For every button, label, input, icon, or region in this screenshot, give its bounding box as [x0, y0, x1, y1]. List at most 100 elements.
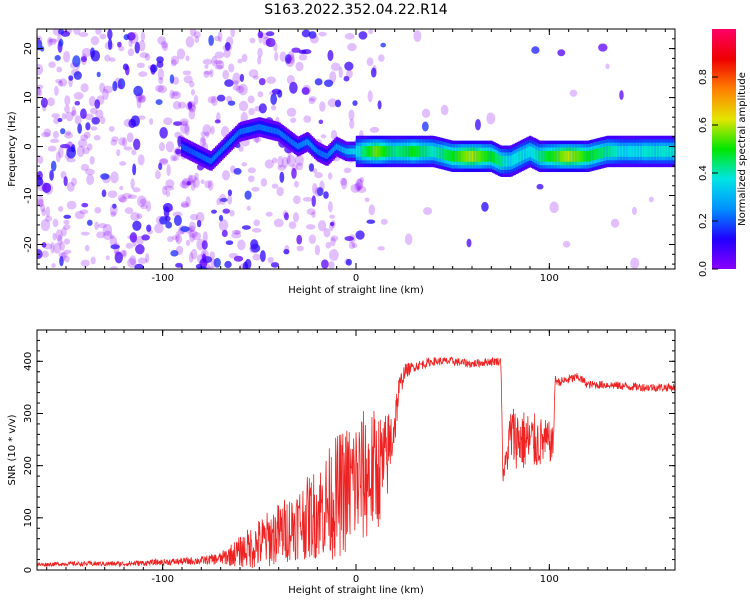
spectrogram-blob	[288, 221, 297, 229]
spectrogram-ridge-cell	[375, 146, 379, 157]
spectrogram-blob	[308, 31, 317, 39]
spectrogram-blob	[117, 84, 123, 90]
spectrogram-blob	[80, 83, 89, 93]
spectrogram-blob	[52, 29, 61, 36]
spectrogram-blob	[90, 107, 98, 115]
spectrogram-blob	[486, 112, 496, 125]
spectrogram-blob	[170, 59, 177, 67]
spectrogram-blob	[174, 148, 182, 155]
spectrogram-blob	[41, 250, 49, 258]
spectrogram-ridge-cell	[561, 150, 564, 162]
spectrogram-ridge-cell	[241, 128, 244, 135]
spectrogram-blob	[323, 191, 329, 199]
spectrogram-ridge-cell	[482, 150, 485, 162]
spectrogram-blob	[298, 49, 307, 55]
spectrogram-blob	[319, 101, 326, 112]
spectrogram-ridge-cell	[317, 148, 320, 155]
spectrogram-ridge-cell	[199, 153, 202, 159]
spectrogram-ridge-cell	[665, 146, 668, 157]
spectrogram-blob	[180, 203, 189, 208]
spectrogram-blob	[104, 54, 111, 62]
spectrogram-ridge-cell	[635, 146, 639, 157]
spectrogram-blob	[188, 230, 198, 238]
spectrogram-blob	[348, 242, 356, 249]
spectrogram-blob	[227, 194, 233, 205]
spectrogram-blob	[77, 123, 83, 134]
spectrogram-blob	[158, 142, 166, 152]
spectrogram-blob	[364, 197, 370, 202]
spectrogram-blob	[140, 31, 146, 42]
spectrogram-blob	[96, 231, 106, 239]
spectrogram-blob	[378, 54, 385, 62]
spectrogram-ridge-cell	[245, 127, 249, 134]
spectrogram-blob	[351, 242, 358, 248]
spectrogram-blob	[133, 138, 141, 150]
spectrogram-blob	[158, 76, 164, 85]
spectrogram-blob	[283, 248, 290, 255]
spectrogram-blob	[169, 74, 175, 84]
spectrogram-ridge-cell	[533, 148, 537, 160]
spectrogram-ridge-cell	[287, 136, 291, 143]
spectrogram-blob	[309, 34, 319, 44]
spectrogram-ridge-cell	[201, 153, 204, 160]
spectrogram-blob	[366, 57, 374, 67]
spectrogram-blob	[63, 219, 70, 225]
spectrogram-ridge-cell	[556, 150, 560, 162]
spectrogram-ridge-cell	[383, 146, 387, 157]
spectrogram-blob	[55, 79, 63, 84]
spectrogram-ridge-cell	[578, 150, 581, 162]
spectrogram-ridge-cell	[488, 150, 492, 162]
spectrogram-blob	[286, 107, 297, 118]
spectrogram-ridge-cell	[298, 142, 301, 149]
spectrogram-blob	[215, 60, 225, 70]
spectrogram-blob	[98, 223, 107, 229]
spectrogram-ridge-cell	[187, 146, 190, 153]
spectrogram-blob	[317, 220, 327, 232]
spectrogram-blob	[291, 167, 297, 179]
spectrogram-blob	[45, 215, 53, 222]
spectrogram-blob	[136, 97, 142, 109]
spectrogram-blob	[222, 44, 233, 52]
spectrogram-blob	[90, 126, 98, 131]
spectrogram-ridge-cell	[304, 139, 308, 146]
spectrogram-ridge-cell	[566, 150, 569, 162]
spectrogram-blob	[103, 85, 114, 94]
spectrogram-ridge-cell	[321, 151, 325, 158]
spectrogram-blob	[199, 136, 207, 147]
spectrogram-ridge-cell	[267, 126, 271, 133]
spectrogram-ridge-cell	[219, 148, 223, 155]
spectrogram-blob	[293, 195, 301, 204]
spectrogram-blob	[156, 60, 164, 68]
spectrogram-blob	[209, 68, 214, 78]
spectrogram-ridge-cell	[583, 150, 586, 162]
spectrogram-blob	[65, 130, 72, 136]
spectrogram-blob	[172, 100, 182, 110]
spectrogram-blob	[259, 250, 266, 262]
spectrogram-ridge-cell	[462, 150, 465, 162]
spectrogram-blob	[188, 108, 196, 120]
spectrogram-ridge-cell	[191, 149, 195, 155]
spectrogram-ridge-cell	[428, 146, 431, 157]
spectrogram-ridge-cell	[645, 146, 648, 157]
spectrogram-blob	[562, 240, 571, 248]
spectrogram-ridge-cell	[493, 152, 496, 164]
spectrogram-blob	[327, 98, 338, 108]
spectrogram-blob	[189, 80, 195, 88]
spectrogram-ridge-cell	[515, 153, 518, 164]
spectrogram-ridge-cell	[400, 146, 404, 157]
spectrogram-blob	[298, 53, 308, 61]
colorbar-tick-label: 0.0	[698, 261, 709, 277]
spectrogram-ridge-cell	[363, 146, 366, 157]
spectrogram-blob	[145, 200, 152, 212]
spectrogram-ridge-cell	[473, 150, 476, 162]
spectrogram-ridge-cell	[349, 148, 352, 155]
spectrogram-blob	[232, 84, 241, 91]
spectrogram-blob	[233, 167, 242, 175]
spectrogram-ridge-cell	[467, 150, 470, 162]
spectrogram-blob	[137, 115, 146, 120]
spectrogram-blob	[380, 42, 387, 48]
spectrogram-blob	[327, 49, 334, 62]
spectrogram-ridge-cell	[310, 143, 314, 149]
spectrogram-blob	[252, 75, 260, 80]
spectrogram-ridge-cell	[643, 146, 646, 157]
